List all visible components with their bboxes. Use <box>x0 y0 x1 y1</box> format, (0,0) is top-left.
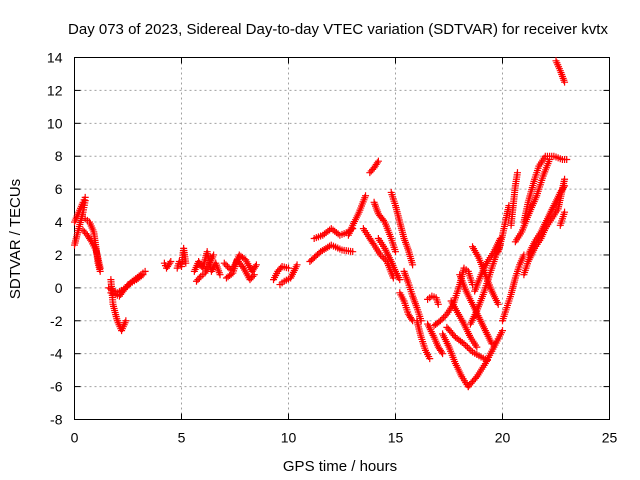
data-point <box>220 259 228 267</box>
data-point <box>438 348 446 356</box>
x-tick-label: 5 <box>178 430 186 446</box>
y-tick-label: 0 <box>55 280 63 296</box>
data-point <box>349 248 357 256</box>
y-axis-title: SDTVAR / TECUs <box>7 179 24 299</box>
data-point <box>293 261 301 269</box>
data-point <box>251 262 259 270</box>
data-point <box>195 274 203 282</box>
data-point <box>249 272 257 280</box>
data-point <box>96 264 104 272</box>
data-point <box>210 251 218 259</box>
y-tick-label: 2 <box>55 247 63 263</box>
data-point <box>377 251 385 259</box>
x-tick-label: 10 <box>281 430 297 446</box>
data-point <box>122 317 130 325</box>
data-point <box>252 261 260 269</box>
data-point <box>408 315 416 323</box>
data-point <box>488 340 496 348</box>
data-point <box>513 169 521 177</box>
data-point <box>484 356 492 364</box>
data-point <box>374 157 382 165</box>
data-point <box>166 259 174 267</box>
data-point <box>373 159 381 167</box>
y-tick-label: -8 <box>50 412 63 428</box>
data-point <box>465 345 473 353</box>
data-point <box>467 346 475 354</box>
data-point <box>434 300 442 308</box>
data-point <box>494 300 502 308</box>
chart-title: Day 073 of 2023, Sidereal Day-to-day VTE… <box>68 21 608 38</box>
data-point <box>436 317 444 325</box>
data-point <box>462 341 470 349</box>
data-point <box>81 193 89 201</box>
data-point <box>224 262 232 270</box>
x-tick-label: 0 <box>71 430 79 446</box>
data-point <box>392 248 399 256</box>
data-point <box>440 313 448 321</box>
y-tick-label: -6 <box>50 379 63 395</box>
data-point <box>369 239 377 247</box>
data-point <box>139 271 147 279</box>
data-point <box>396 276 404 284</box>
y-tick-label: 14 <box>47 50 63 66</box>
data-point <box>238 262 246 270</box>
gridlines <box>74 57 610 420</box>
data-point <box>439 350 447 358</box>
data-point <box>182 259 190 267</box>
ticks: 0 5 10 15 20 25 -8 -6 -4 -2 0 2 4 6 8 10 12 14 <box>47 50 618 446</box>
data-point <box>559 183 567 191</box>
data-point <box>561 175 569 183</box>
data-point <box>561 78 569 86</box>
x-axis-title: GPS time / hours <box>283 458 397 475</box>
y-tick-label: 10 <box>47 115 63 131</box>
data-point <box>458 338 466 346</box>
data-point <box>250 271 258 279</box>
data-point <box>362 192 370 200</box>
data-point <box>499 327 506 335</box>
data-point <box>409 261 417 269</box>
plot-frame <box>74 57 610 420</box>
data-point <box>438 315 446 323</box>
data-point <box>473 343 481 351</box>
data-point <box>441 312 449 320</box>
series-group <box>71 57 571 391</box>
data-point <box>561 208 569 216</box>
data-point <box>285 264 292 272</box>
data-point <box>87 236 95 244</box>
y-tick-label: 6 <box>55 181 63 197</box>
data-point <box>216 271 224 279</box>
data-point <box>380 216 388 224</box>
data-point <box>167 258 175 266</box>
y-tick-label: 4 <box>55 214 63 230</box>
data-point <box>561 182 569 190</box>
data-point <box>426 355 434 363</box>
y-tick-label: -2 <box>50 313 63 329</box>
data-point <box>378 253 386 261</box>
data-points <box>71 57 571 391</box>
data-point <box>471 374 479 382</box>
x-tick-label: 20 <box>495 430 511 446</box>
y-tick-label: 8 <box>55 148 63 164</box>
y-tick-label: -4 <box>50 346 63 362</box>
y-tick-label: 12 <box>47 82 63 98</box>
x-tick-label: 15 <box>388 430 404 446</box>
data-point <box>222 261 230 269</box>
data-point <box>463 343 471 351</box>
data-point <box>563 156 571 164</box>
data-point <box>137 272 145 280</box>
x-tick-label: 25 <box>602 430 618 446</box>
data-point <box>460 340 468 348</box>
data-point <box>450 332 458 340</box>
